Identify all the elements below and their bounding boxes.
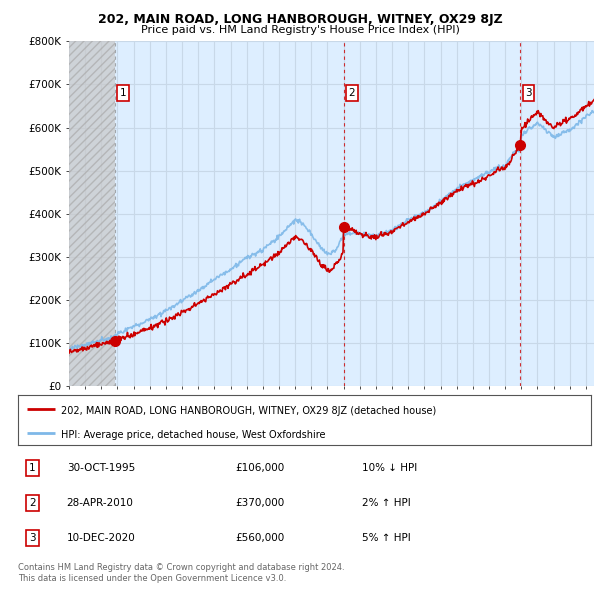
Text: 202, MAIN ROAD, LONG HANBOROUGH, WITNEY, OX29 8JZ (detached house): 202, MAIN ROAD, LONG HANBOROUGH, WITNEY,…	[61, 407, 436, 417]
Text: £106,000: £106,000	[236, 463, 285, 473]
Text: 5% ↑ HPI: 5% ↑ HPI	[362, 533, 410, 543]
Text: 3: 3	[525, 88, 532, 98]
Text: 10-DEC-2020: 10-DEC-2020	[67, 533, 136, 543]
Text: 202, MAIN ROAD, LONG HANBOROUGH, WITNEY, OX29 8JZ: 202, MAIN ROAD, LONG HANBOROUGH, WITNEY,…	[98, 13, 502, 26]
Text: 2: 2	[349, 88, 355, 98]
Text: 2: 2	[29, 498, 35, 508]
Text: 28-APR-2010: 28-APR-2010	[67, 498, 134, 508]
Text: 2% ↑ HPI: 2% ↑ HPI	[362, 498, 410, 508]
Text: Contains HM Land Registry data © Crown copyright and database right 2024.
This d: Contains HM Land Registry data © Crown c…	[18, 563, 344, 583]
Text: 1: 1	[119, 88, 126, 98]
Text: 30-OCT-1995: 30-OCT-1995	[67, 463, 135, 473]
Text: 10% ↓ HPI: 10% ↓ HPI	[362, 463, 417, 473]
Text: Price paid vs. HM Land Registry's House Price Index (HPI): Price paid vs. HM Land Registry's House …	[140, 25, 460, 35]
Text: HPI: Average price, detached house, West Oxfordshire: HPI: Average price, detached house, West…	[61, 430, 325, 440]
Text: £560,000: £560,000	[236, 533, 285, 543]
Text: £370,000: £370,000	[236, 498, 285, 508]
Text: 1: 1	[29, 463, 35, 473]
Text: 3: 3	[29, 533, 35, 543]
